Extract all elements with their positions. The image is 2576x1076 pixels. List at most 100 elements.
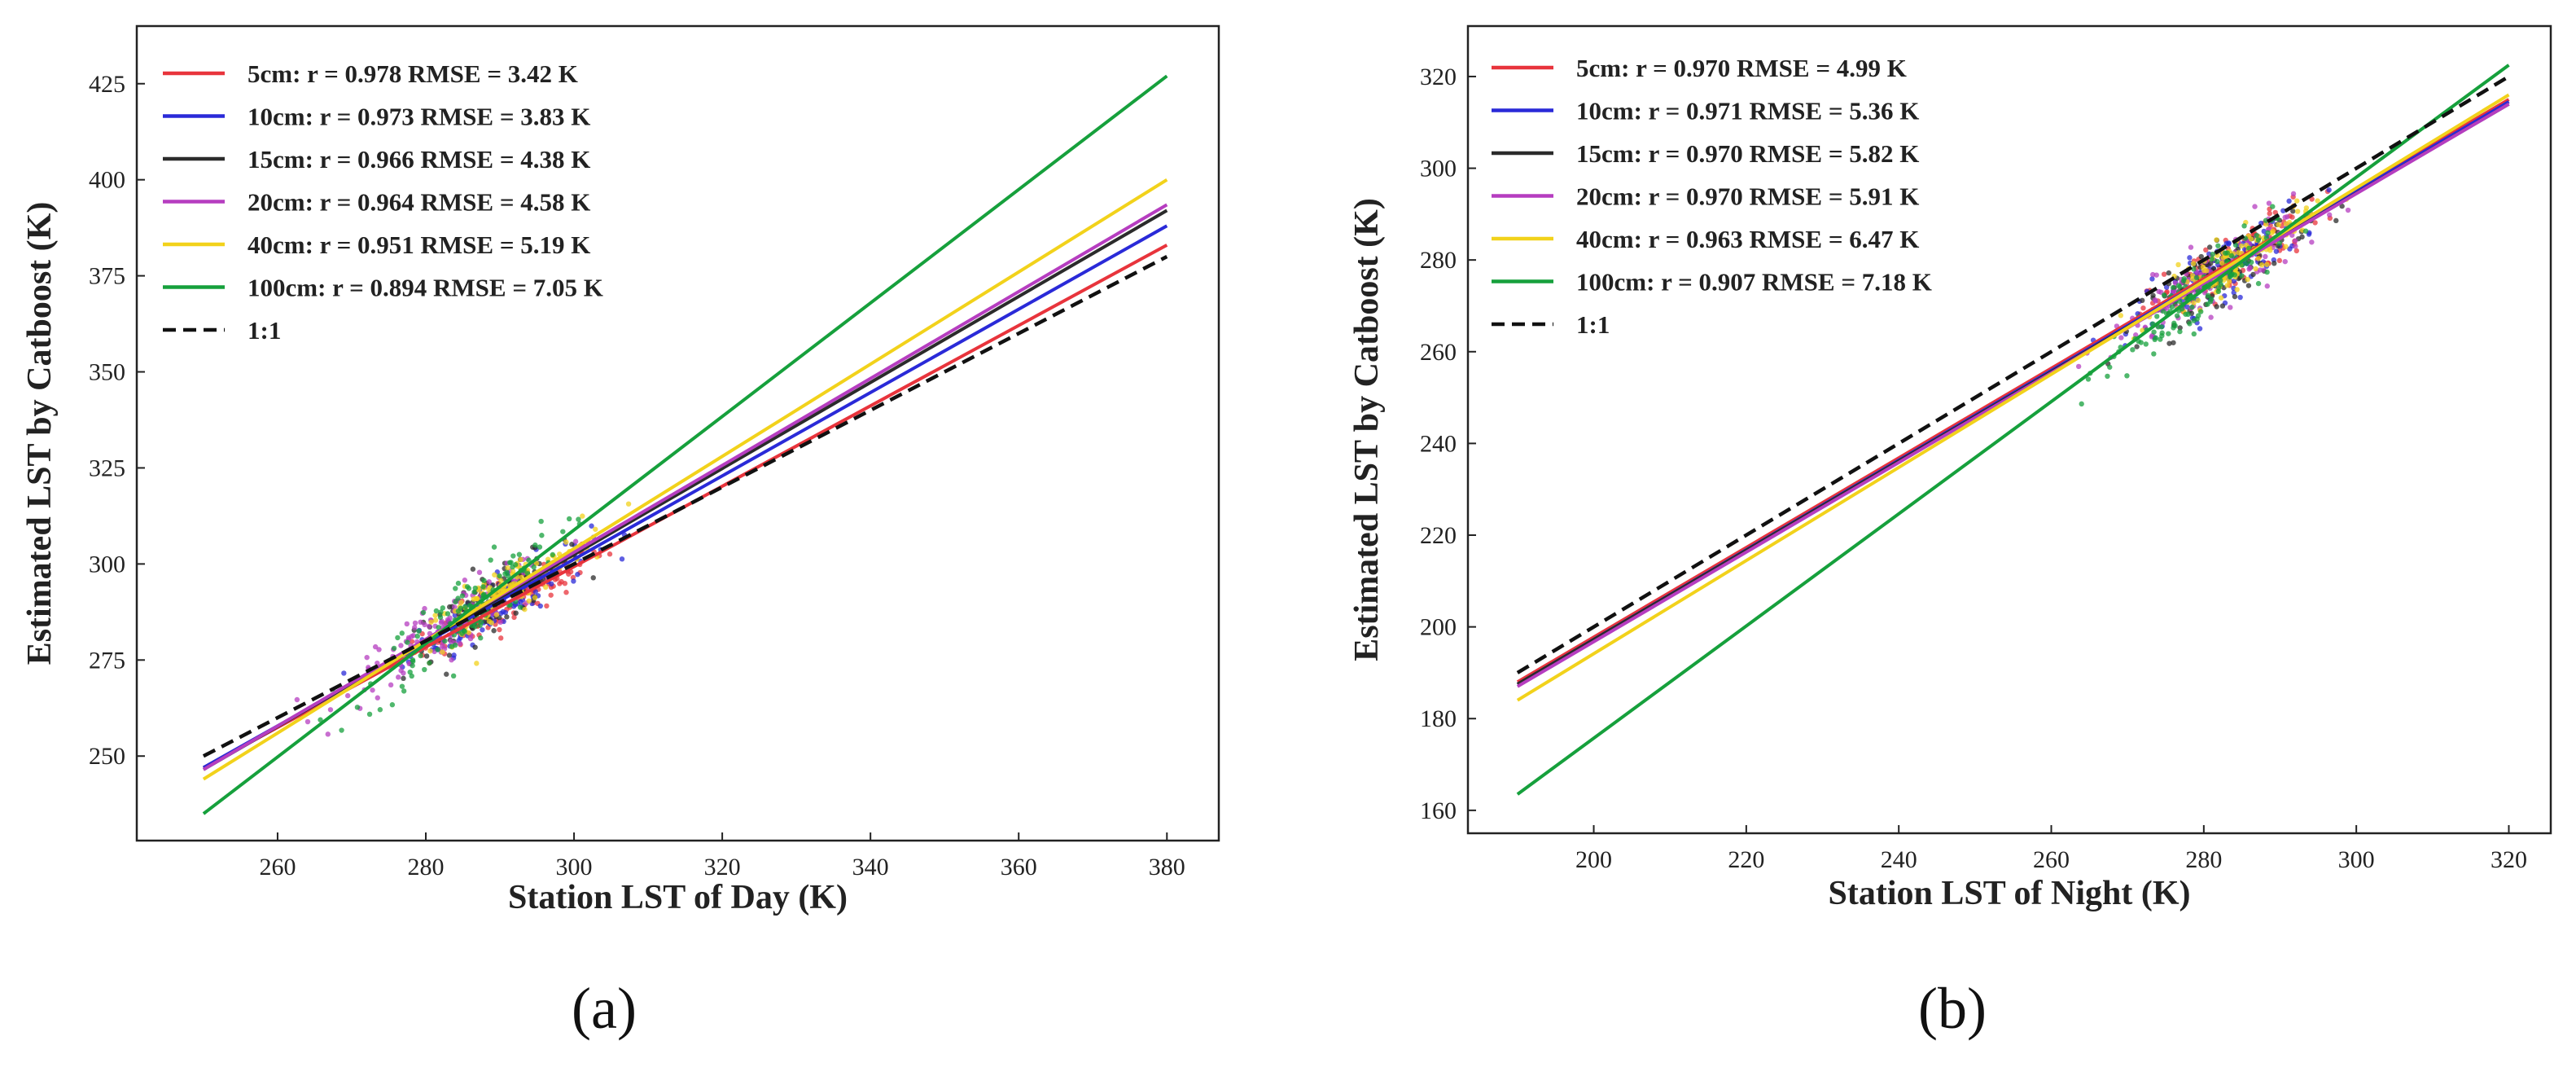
data-point-20cm xyxy=(422,621,427,628)
x-axis-label: Station LST of Day (K) xyxy=(508,879,848,916)
data-point-20cm xyxy=(422,605,427,612)
data-point-100cm xyxy=(377,707,383,713)
data-point-40cm xyxy=(2219,260,2225,266)
data-point-20cm xyxy=(452,604,458,610)
data-point-100cm xyxy=(2085,376,2092,382)
data-point-100cm xyxy=(2143,341,2149,347)
data-point-100cm xyxy=(418,652,423,659)
data-point-20cm xyxy=(2290,191,2297,197)
data-point-20cm xyxy=(449,657,454,663)
data-point-100cm xyxy=(2239,273,2245,279)
x-tick-label: 340 xyxy=(852,854,889,881)
data-point-100cm xyxy=(526,557,532,563)
data-point-100cm xyxy=(2170,284,2176,291)
data-point-100cm xyxy=(2276,240,2282,246)
data-point-10cm xyxy=(2149,276,2155,282)
data-point-100cm xyxy=(2224,250,2230,256)
legend-entry: 1:1 xyxy=(1576,310,1610,339)
data-point-20cm xyxy=(2257,267,2263,273)
data-point-40cm xyxy=(2294,209,2301,214)
data-point-100cm xyxy=(2161,292,2167,298)
data-point-100cm xyxy=(2270,204,2276,209)
data-point-10cm xyxy=(2273,248,2280,254)
data-point-20cm xyxy=(467,635,474,642)
data-point-40cm xyxy=(2190,261,2197,266)
data-point-5cm xyxy=(498,635,504,641)
data-point-5cm xyxy=(2276,257,2283,264)
data-point-100cm xyxy=(2302,228,2309,234)
panel-b: 200 220 240 260 280 300 320 160 180 200 220 240 260… xyxy=(1348,24,2552,1041)
data-point-20cm xyxy=(2282,258,2288,265)
data-point-100cm xyxy=(2191,318,2197,323)
data-point-15cm xyxy=(444,671,449,677)
data-point-100cm xyxy=(409,673,414,679)
data-point-40cm xyxy=(2226,279,2232,284)
data-point-100cm xyxy=(481,578,487,584)
fit-line-1to1 xyxy=(202,255,1168,758)
data-point-40cm xyxy=(2203,268,2210,274)
data-point-100cm xyxy=(2241,223,2247,229)
data-point-40cm xyxy=(2239,243,2245,249)
data-point-5cm xyxy=(607,551,613,557)
data-point-40cm xyxy=(474,661,480,666)
data-point-20cm xyxy=(2188,244,2194,250)
data-point-20cm xyxy=(2075,363,2082,370)
data-point-15cm xyxy=(491,628,497,634)
data-point-100cm xyxy=(2243,261,2250,266)
panel-label-a: (a) xyxy=(572,976,637,1041)
data-point-10cm xyxy=(571,578,576,584)
data-point-20cm xyxy=(2208,314,2214,320)
data-point-40cm xyxy=(492,572,497,578)
data-point-100cm xyxy=(440,605,446,611)
data-point-10cm xyxy=(537,603,543,609)
data-point-100cm xyxy=(2124,373,2130,379)
data-point-100cm xyxy=(2264,269,2270,275)
data-point-40cm xyxy=(2315,198,2320,204)
data-point-100cm xyxy=(462,604,468,609)
data-point-100cm xyxy=(472,585,478,591)
data-point-100cm xyxy=(508,560,514,565)
legend-entry: 40cm: r = 0.963 RMSE = 6.47 K xyxy=(1576,225,1919,253)
data-point-100cm xyxy=(2254,232,2259,239)
data-point-15cm xyxy=(2245,283,2252,288)
x-tick-label: 280 xyxy=(408,854,445,881)
data-point-10cm xyxy=(619,556,625,562)
data-point-5cm xyxy=(2161,271,2167,277)
data-point-100cm xyxy=(480,584,486,590)
data-point-100cm xyxy=(427,660,432,666)
data-point-100cm xyxy=(2215,243,2221,248)
data-point-100cm xyxy=(433,608,440,614)
data-point-100cm xyxy=(2154,314,2160,319)
data-point-20cm xyxy=(486,579,492,585)
data-point-15cm xyxy=(2206,244,2213,250)
data-point-20cm xyxy=(2228,305,2233,310)
data-point-15cm xyxy=(2290,209,2296,214)
data-point-5cm xyxy=(511,614,517,621)
data-point-20cm xyxy=(2263,253,2268,260)
data-point-40cm xyxy=(505,565,510,571)
data-point-20cm xyxy=(304,718,311,725)
data-point-100cm xyxy=(416,628,422,634)
data-point-10cm xyxy=(589,523,594,529)
data-point-100cm xyxy=(2255,237,2262,243)
data-point-40cm xyxy=(526,598,532,604)
data-point-40cm xyxy=(493,612,500,617)
data-point-15cm xyxy=(423,653,430,659)
data-point-100cm xyxy=(459,593,466,599)
data-point-100cm xyxy=(510,553,516,559)
data-point-100cm xyxy=(471,589,477,595)
data-point-10cm xyxy=(341,670,347,676)
x-tick-label: 280 xyxy=(2185,846,2222,873)
data-point-20cm xyxy=(2292,238,2298,244)
data-point-100cm xyxy=(445,611,451,617)
data-point-100cm xyxy=(366,711,373,718)
data-point-100cm xyxy=(2197,309,2204,314)
data-point-5cm xyxy=(2203,247,2209,253)
data-point-20cm xyxy=(2153,298,2158,304)
data-point-40cm xyxy=(2283,244,2289,249)
data-point-100cm xyxy=(517,604,524,610)
data-point-5cm xyxy=(2267,210,2272,217)
data-point-100cm xyxy=(2159,330,2165,336)
data-point-100cm xyxy=(453,586,458,591)
